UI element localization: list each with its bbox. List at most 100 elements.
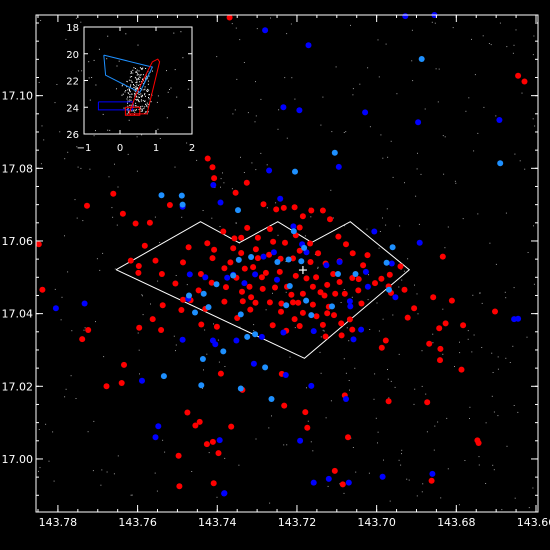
data-point-lightblue	[298, 258, 305, 265]
inset-dot	[135, 82, 137, 84]
background-star	[521, 92, 523, 94]
data-point-red	[404, 314, 411, 321]
data-point-red	[121, 361, 127, 368]
background-star	[424, 108, 426, 110]
inset-dot	[127, 108, 129, 110]
background-star	[416, 495, 418, 497]
data-point-red	[184, 409, 191, 416]
data-point-lightblue	[389, 244, 396, 251]
data-point-lightblue	[303, 297, 310, 304]
background-star	[101, 469, 103, 471]
background-star	[67, 271, 69, 273]
inset-dot	[136, 84, 138, 86]
data-point-lightblue	[335, 271, 341, 277]
background-star	[528, 507, 530, 509]
data-point-lightblue	[235, 207, 241, 214]
inset-dot	[136, 72, 138, 73]
data-point-red	[178, 307, 185, 313]
background-star	[416, 293, 418, 295]
data-point-red	[372, 280, 378, 287]
data-point-blue	[250, 360, 257, 367]
data-point-lightblue	[186, 292, 192, 299]
background-star	[482, 35, 484, 37]
background-star	[417, 313, 419, 315]
background-star	[479, 292, 481, 294]
inset-x-tick-label: −1	[77, 143, 92, 154]
inset-dot	[141, 105, 143, 107]
background-star	[420, 173, 422, 175]
background-star	[89, 168, 91, 170]
inset-dot	[135, 105, 137, 107]
background-star	[60, 319, 62, 321]
data-point-blue	[52, 305, 59, 312]
background-star	[54, 288, 56, 290]
inset-dot	[147, 106, 149, 108]
background-star	[473, 150, 475, 152]
data-point-red	[302, 409, 309, 416]
background-star	[378, 247, 380, 249]
data-point-red	[303, 275, 310, 282]
inset-dot	[127, 100, 129, 102]
inset-dot	[140, 110, 142, 112]
background-star	[499, 22, 501, 24]
background-star	[459, 341, 460, 343]
background-star	[93, 420, 95, 422]
background-star	[114, 268, 116, 270]
background-star	[240, 156, 241, 158]
data-point-blue	[280, 329, 287, 336]
background-star	[471, 38, 472, 40]
inset-dot	[148, 75, 150, 77]
data-point-red	[426, 340, 433, 347]
background-star	[440, 497, 442, 499]
background-star	[401, 449, 403, 451]
inset-dot	[131, 93, 133, 95]
background-star	[504, 291, 506, 293]
inset-dot	[145, 105, 147, 107]
data-point-lightblue	[205, 304, 212, 311]
background-star	[127, 153, 129, 155]
data-point-red	[278, 300, 285, 307]
data-point-blue	[310, 328, 317, 335]
x-axis-ticks: 143.78 143.76 143.74 143.72 143.70 143.68 143.…	[37, 15, 550, 529]
inset-dot	[126, 108, 128, 110]
background-star	[156, 490, 158, 492]
data-point-red	[355, 276, 362, 283]
background-star	[492, 464, 494, 466]
data-point-lightblue	[386, 286, 392, 293]
data-point-red	[282, 239, 288, 246]
data-point-red	[246, 283, 253, 290]
inset-y-tick-label: 24	[66, 103, 79, 114]
inset-dot	[145, 68, 147, 69]
data-point-red	[239, 288, 245, 295]
data-point-red	[324, 281, 331, 288]
data-point-red	[424, 399, 431, 406]
background-star	[157, 280, 159, 282]
background-star	[414, 284, 415, 286]
data-point-red	[208, 279, 215, 286]
inset-dot	[143, 89, 145, 91]
inset-dot	[131, 110, 133, 112]
data-point-red	[258, 274, 265, 281]
data-point-red	[119, 210, 126, 217]
background-star	[398, 353, 400, 355]
data-point-red	[192, 422, 199, 429]
data-point-red	[135, 263, 142, 269]
data-point-lightblue	[292, 168, 298, 175]
data-point-blue	[346, 298, 353, 305]
background-star	[492, 372, 494, 373]
background-star	[352, 88, 354, 90]
background-star	[286, 444, 288, 446]
background-star	[477, 132, 479, 134]
data-point-red	[175, 452, 182, 459]
background-star	[385, 43, 387, 45]
inset-dot	[106, 58, 108, 60]
inset-dot	[134, 111, 136, 113]
background-star	[77, 166, 79, 168]
background-star	[432, 333, 434, 335]
inset-dot	[134, 87, 136, 89]
data-point-red	[118, 380, 125, 386]
inset-y-tick-label: 26	[66, 130, 79, 141]
background-star	[382, 318, 384, 320]
background-star	[505, 212, 507, 214]
inset-dot	[140, 100, 142, 102]
